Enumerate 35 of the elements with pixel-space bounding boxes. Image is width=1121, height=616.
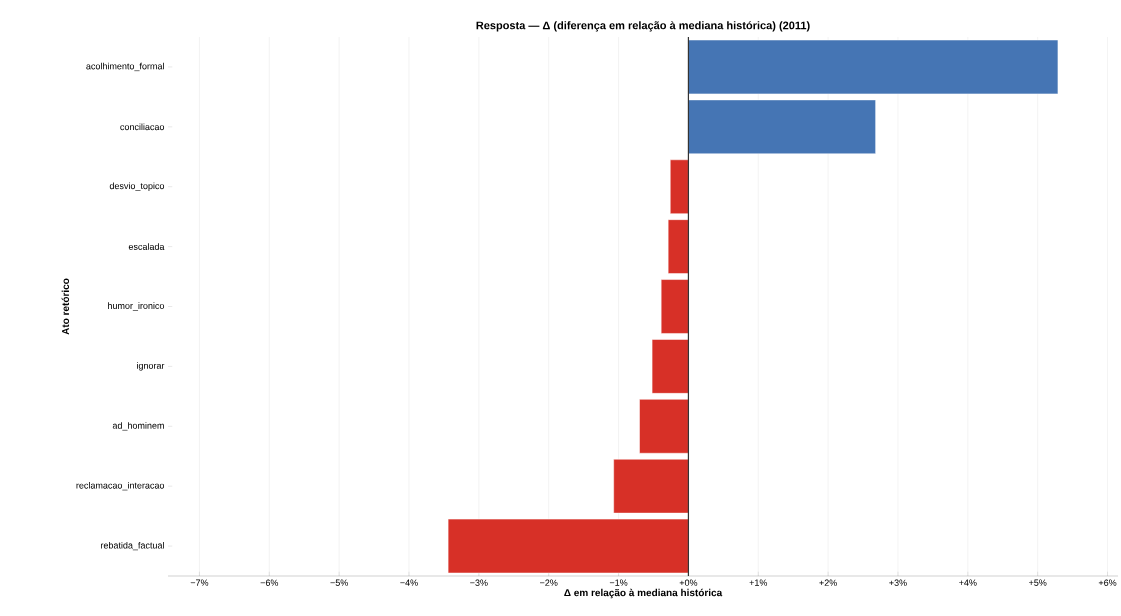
x-tick-label: +3% <box>889 579 907 586</box>
y-tick-label: reclamacao_interacao <box>76 482 165 491</box>
x-tick-label: −3% <box>470 579 488 586</box>
bar <box>667 219 689 274</box>
chart-title: Resposta — Δ (diferença em relação à mediana histórica) (2011) <box>476 21 810 32</box>
bar <box>688 39 1059 95</box>
x-tick-label: +2% <box>819 579 837 586</box>
bar <box>613 458 689 514</box>
y-axis-title: Ato retórico <box>61 278 70 335</box>
x-tick-label: −2% <box>540 579 558 586</box>
x-tick-label: −1% <box>609 579 628 586</box>
x-tick-label: +5% <box>1028 579 1047 586</box>
x-tick-label: −6% <box>260 579 279 586</box>
y-tick-label: conciliacao <box>120 123 165 131</box>
bar <box>447 518 689 574</box>
x-axis-title: Δ em relação à mediana histórica <box>564 588 723 599</box>
x-tick-label: −7% <box>190 579 209 586</box>
bar <box>670 159 689 214</box>
x-tick-label: +0% <box>679 579 698 586</box>
y-tick-label: acolhimento_formal <box>86 62 164 72</box>
bar <box>639 399 689 454</box>
bar <box>660 279 689 334</box>
x-tick-label: +4% <box>959 579 977 586</box>
bar <box>651 339 689 394</box>
x-tick-label: −5% <box>330 579 348 586</box>
y-tick-label: ignorar <box>137 362 165 371</box>
y-tick-label: desvio_topico <box>109 182 165 191</box>
y-tick-label: humor_ironico <box>108 302 165 311</box>
y-tick-label: escalada <box>128 243 165 250</box>
y-tick-label: ad_hominem <box>112 422 164 431</box>
x-tick-label: −4% <box>400 579 418 586</box>
x-tick-label: +6% <box>1098 579 1117 586</box>
bar <box>688 99 876 155</box>
y-tick-label: rebatida_factual <box>101 541 164 551</box>
x-tick-label: +1% <box>749 579 768 586</box>
